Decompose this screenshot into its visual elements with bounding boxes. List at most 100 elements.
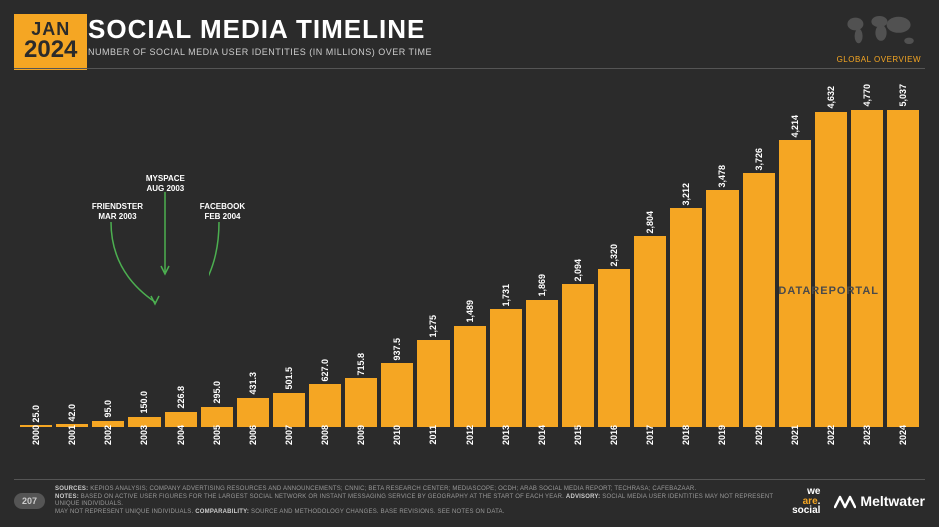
bar-year-label: 2009: [356, 425, 366, 445]
bar-value-label: 4,770: [862, 84, 872, 107]
logos: we are. social Meltwater: [792, 487, 925, 516]
bar-value-label: 4,632: [826, 86, 836, 109]
bar-2009: 715.82009: [345, 84, 377, 427]
bar-rect: [417, 340, 449, 427]
footnotes: SOURCES: KEPIOS ANALYSIS; COMPANY ADVERT…: [55, 486, 782, 517]
bar-value-label: 2,320: [609, 244, 619, 267]
bar-2006: 431.32006: [237, 84, 269, 427]
bar-year-label: 2021: [790, 425, 800, 445]
bar-2020: 3,7262020: [743, 84, 775, 427]
bar-2019: 3,4782019: [706, 84, 738, 427]
bar-value-label: 5,037: [898, 84, 908, 107]
bar-rect: [526, 300, 558, 427]
bar-year-label: 2004: [176, 425, 186, 445]
sources-label: SOURCES:: [55, 486, 88, 492]
bar-value-label: 295.0: [212, 381, 222, 404]
bar-rect: [562, 284, 594, 427]
bar-year-label: 2018: [681, 425, 691, 445]
bar-rect: [706, 190, 738, 427]
bar-value-label: 1,275: [428, 315, 438, 338]
global-overview: GLOBAL OVERVIEW: [837, 12, 921, 64]
bar-rect: [815, 112, 847, 427]
bar-year-label: 2023: [862, 425, 872, 445]
bar-value-label: 150.0: [139, 391, 149, 414]
bar-year-label: 2000: [31, 425, 41, 445]
bar-value-label: 95.0: [103, 400, 113, 418]
bar-2010: 937.52010: [381, 84, 413, 427]
date-badge: JAN 2024: [14, 14, 87, 70]
bar-value-label: 2,804: [645, 211, 655, 234]
bar-2004: 226.82004: [165, 84, 197, 427]
bar-2001: 42.02001: [56, 84, 88, 427]
bar-rect: [454, 326, 486, 427]
bar-year-label: 2012: [465, 425, 475, 445]
bar-2023: 4,7702023: [851, 84, 883, 427]
we-are-social-logo: we are. social: [792, 487, 820, 516]
bar-year-label: 2011: [428, 425, 438, 445]
page-subtitle: NUMBER OF SOCIAL MEDIA USER IDENTITIES (…: [88, 47, 432, 57]
bar-2014: 1,8692014: [526, 84, 558, 427]
bar-value-label: 2,094: [573, 259, 583, 282]
bar-2017: 2,8042017: [634, 84, 666, 427]
bar-2000: 25.02000: [20, 84, 52, 427]
bar-2007: 501.52007: [273, 84, 305, 427]
bar-value-label: 715.8: [356, 353, 366, 376]
bar-2021: 4,2142021: [779, 84, 811, 427]
comp-text: SOURCE AND METHODOLOGY CHANGES. BASE REV…: [251, 509, 505, 515]
bar-value-label: 1,869: [537, 274, 547, 297]
bar-value-label: 42.0: [67, 404, 77, 422]
bar-rect: [598, 269, 630, 427]
bar-value-label: 1,731: [501, 284, 511, 307]
bar-rect: [309, 384, 341, 427]
bar-value-label: 3,212: [681, 183, 691, 206]
advisory-label: ADVISORY:: [566, 494, 600, 500]
bar-year-label: 2014: [537, 425, 547, 445]
bar-rect: [490, 309, 522, 427]
bar-year-label: 2005: [212, 425, 222, 445]
bar-2008: 627.02008: [309, 84, 341, 427]
bar-value-label: 937.5: [392, 338, 402, 361]
comp-label: COMPARABILITY:: [195, 509, 249, 515]
bar-year-label: 2015: [573, 425, 583, 445]
badge-year: 2024: [24, 38, 77, 62]
bar-year-label: 2020: [754, 425, 764, 445]
bar-rect: [851, 110, 883, 427]
bar-2013: 1,7312013: [490, 84, 522, 427]
bar-year-label: 2003: [139, 425, 149, 445]
bar-chart: 25.0200042.0200195.02002150.02003226.820…: [20, 84, 919, 447]
bar-year-label: 2022: [826, 425, 836, 445]
page-number: 207: [14, 493, 45, 509]
notes-text: BASED ON ACTIVE USER FIGURES FOR THE LAR…: [81, 494, 566, 500]
bar-year-label: 2013: [501, 425, 511, 445]
bar-2024: 5,0372024: [887, 84, 919, 427]
global-label: GLOBAL OVERVIEW: [837, 55, 921, 64]
bar-year-label: 2019: [717, 425, 727, 445]
bar-year-label: 2007: [284, 425, 294, 445]
bar-rect: [345, 378, 377, 427]
bar-year-label: 2008: [320, 425, 330, 445]
bar-rect: [634, 236, 666, 427]
meltwater-logo: Meltwater: [834, 493, 925, 509]
bar-rect: [779, 140, 811, 427]
footnote-cont: MAY NOT REPRESENT UNIQUE INDIVIDUALS.: [55, 509, 195, 515]
bar-2011: 1,2752011: [417, 84, 449, 427]
bar-value-label: 1,489: [465, 300, 475, 323]
bar-rect: [743, 173, 775, 427]
bar-2022: 4,6322022: [815, 84, 847, 427]
bar-year-label: 2006: [248, 425, 258, 445]
bar-value-label: 431.3: [248, 372, 258, 395]
title-block: SOCIAL MEDIA TIMELINE NUMBER OF SOCIAL M…: [88, 14, 432, 57]
bar-2005: 295.02005: [201, 84, 233, 427]
bar-year-label: 2016: [609, 425, 619, 445]
bar-year-label: 2001: [67, 425, 77, 445]
bar-rect: [201, 407, 233, 427]
bar-year-label: 2017: [645, 425, 655, 445]
bar-2016: 2,3202016: [598, 84, 630, 427]
bar-value-label: 627.0: [320, 359, 330, 382]
bar-year-label: 2024: [898, 425, 908, 445]
bar-2018: 3,2122018: [670, 84, 702, 427]
world-map-icon: [841, 12, 921, 48]
bar-rect: [381, 363, 413, 427]
bar-rect: [670, 208, 702, 427]
meltwater-icon: [834, 493, 856, 509]
